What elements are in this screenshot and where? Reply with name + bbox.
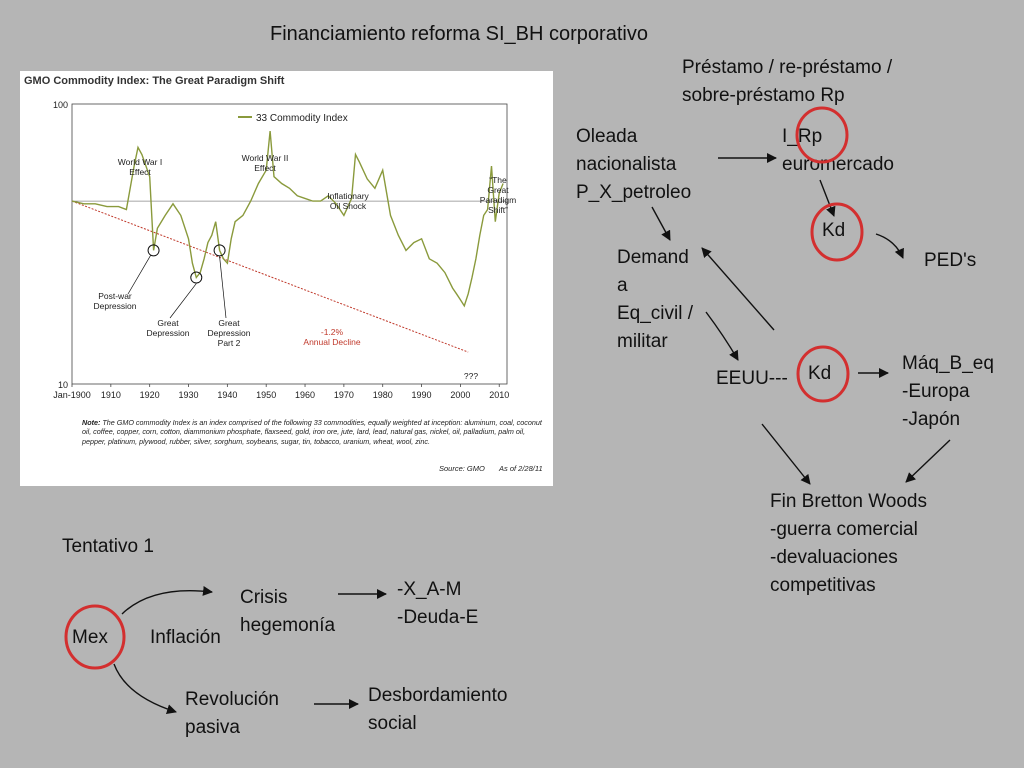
ytick-label: 100 xyxy=(53,100,68,110)
arrow-maq-to-fin xyxy=(905,439,951,483)
label-revolucion: Revolución pasiva xyxy=(185,689,279,738)
xtick-label: 1940 xyxy=(217,390,237,400)
label-irp: I_Rp euromercado xyxy=(782,126,894,175)
xtick-label: 1930 xyxy=(179,390,199,400)
xtick-label: 2000 xyxy=(450,390,470,400)
slide-title: Financiamiento reforma SI_BH corporativo xyxy=(270,23,648,45)
arrow-eeuu-to-fin xyxy=(761,423,811,485)
chart-as-of: As of 2/28/11 xyxy=(499,464,543,473)
xtick-label: 1910 xyxy=(101,390,121,400)
annotation-line: “The xyxy=(489,175,507,185)
label-mex: Mex xyxy=(72,627,108,648)
label-maq: Máq_B_eq -Europa -Japón xyxy=(902,353,994,430)
arrow-eeuu-to-demanda xyxy=(701,247,775,331)
arrow-mex-to-revolucion xyxy=(113,663,177,715)
chart-svg: GMO Commodity Index: The Great Paradigm … xyxy=(24,75,517,400)
annotation-line: Shift” xyxy=(488,205,508,215)
xtick-label: Jan-1900 xyxy=(53,390,91,400)
xtick-label: 1920 xyxy=(140,390,160,400)
xtick-label: 1950 xyxy=(256,390,276,400)
xtick-label: 2010 xyxy=(489,390,509,400)
annotation-line: Effect xyxy=(129,167,151,177)
ytick-label: 10 xyxy=(58,380,68,390)
xtick-label: 1960 xyxy=(295,390,315,400)
label-crisis: Crisis hegemonía xyxy=(240,587,336,636)
annotation-line: ??? xyxy=(464,371,478,381)
label-prestamo: Préstamo / re-préstamo / sobre-préstamo … xyxy=(682,57,893,106)
chart-source: Source: GMO xyxy=(439,464,485,473)
annotation-line: Annual Decline xyxy=(303,337,360,347)
dip-circle xyxy=(147,244,160,257)
arrow-mex-to-crisis xyxy=(121,585,213,615)
arrow-demanda-to-eeuu xyxy=(705,311,739,361)
dip-circle xyxy=(213,244,226,257)
chart-note-text: The GMO commodity Index is an index comp… xyxy=(82,418,542,446)
annotation-line: Post-war xyxy=(98,291,132,301)
annotation-line: Inflationary xyxy=(327,191,369,201)
label-peds: PED's xyxy=(924,250,977,271)
xtick-label: 1990 xyxy=(412,390,432,400)
leader-line xyxy=(219,256,227,319)
arrow-irp-to-kd xyxy=(819,179,836,217)
annotation-line: Depression xyxy=(147,328,190,338)
chart-note-label: Note: xyxy=(82,418,101,427)
annotation-line: Great xyxy=(487,185,509,195)
label-demanda: Demand a Eq_civil / militar xyxy=(617,247,694,352)
leader-line xyxy=(169,283,197,319)
dip-circle xyxy=(190,271,203,284)
annotation-line: Depression xyxy=(94,301,137,311)
label-kd-mid: Kd xyxy=(808,363,832,384)
xtick-label: 1970 xyxy=(334,390,354,400)
annotation-line: Great xyxy=(157,318,179,328)
label-eeuu: EEUU--- xyxy=(716,368,788,389)
annotation-line: Paradigm xyxy=(480,195,516,205)
annotation-line: Part 2 xyxy=(218,338,241,348)
label-fin-bretton: Fin Bretton Woods -guerra comercial -dev… xyxy=(770,491,928,596)
trend-line xyxy=(71,200,469,353)
plot-frame xyxy=(71,103,508,385)
leader-line xyxy=(127,255,151,295)
label-xam: -X_A-M -Deuda-E xyxy=(397,579,479,628)
annotation-line: Great xyxy=(218,318,240,328)
arrow-kd-to-peds xyxy=(875,233,904,259)
annotation-line: Depression xyxy=(208,328,251,338)
chart-note: Note: The GMO commodity Index is an inde… xyxy=(82,418,547,446)
annotation-line: -1.2% xyxy=(321,327,344,337)
label-desbordamiento: Desbordamiento social xyxy=(368,685,508,734)
chart-title: GMO Commodity Index: The Great Paradigm … xyxy=(24,75,285,87)
legend-label: 33 Commodity Index xyxy=(256,113,348,124)
label-inflacion: Inflación xyxy=(150,627,221,648)
series-line xyxy=(71,131,504,308)
xtick-label: 1980 xyxy=(373,390,393,400)
annotation-line: Oil Shock xyxy=(330,201,367,211)
label-oleada: Oleada nacionalista P_X_petroleo xyxy=(576,126,692,203)
commodity-index-chart: GMO Commodity Index: The Great Paradigm … xyxy=(20,71,553,486)
label-kd-top: Kd xyxy=(822,220,846,241)
label-tentativo: Tentativo 1 xyxy=(62,536,154,557)
annotation-line: World War I xyxy=(118,157,162,167)
arrow-oleada-to-demanda xyxy=(651,206,671,241)
annotation-line: Effect xyxy=(254,163,276,173)
annotation-line: World War II xyxy=(242,153,289,163)
